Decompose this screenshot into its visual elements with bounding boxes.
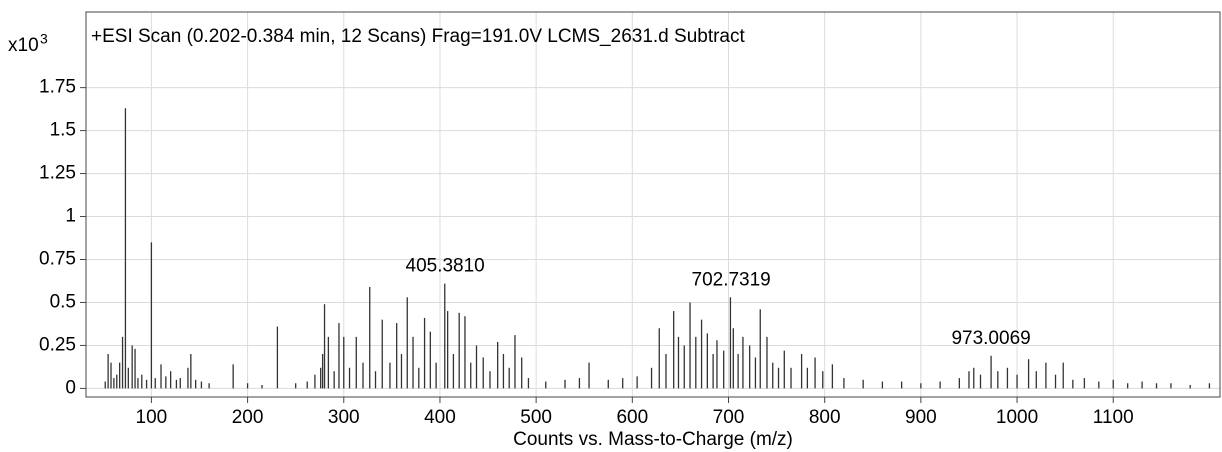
y-tick-label: 1 [65,206,76,227]
x-tick-label: 400 [424,407,456,428]
y-tick-label: 1.25 [39,163,76,184]
x-tick-label: 500 [520,407,552,428]
peak-annotation: 702.7319 [692,269,771,290]
x-tick-label: 700 [713,407,745,428]
x-tick-label: 300 [328,407,360,428]
chart-title: +ESI Scan (0.202-0.384 min, 12 Scans) Fr… [91,26,745,47]
y-exponent: 3 [40,31,48,47]
x-tick-label: 200 [232,407,264,428]
y-tick-label: 1.75 [39,77,76,98]
y-multiplier: x10 [8,35,39,56]
peak-annotation: 973.0069 [951,328,1030,349]
x-tick-label: 800 [809,407,841,428]
y-tick-label: 0.75 [39,249,76,270]
peak-annotation: 405.3810 [406,256,485,277]
x-tick-label: 900 [905,407,937,428]
x-tick-label: 1000 [996,407,1038,428]
plot-frame [85,11,1221,398]
x-axis-label: Counts vs. Mass-to-Charge (m/z) [513,429,793,450]
x-tick-label: 600 [616,407,648,428]
y-tick-label: 0.25 [39,334,76,355]
y-tick-label: 0.5 [50,291,76,312]
y-tick-label: 1.5 [50,120,76,141]
y-tick-label: 0 [65,377,76,398]
x-tick-label: 100 [136,407,168,428]
x-tick-label: 1100 [1093,407,1134,428]
